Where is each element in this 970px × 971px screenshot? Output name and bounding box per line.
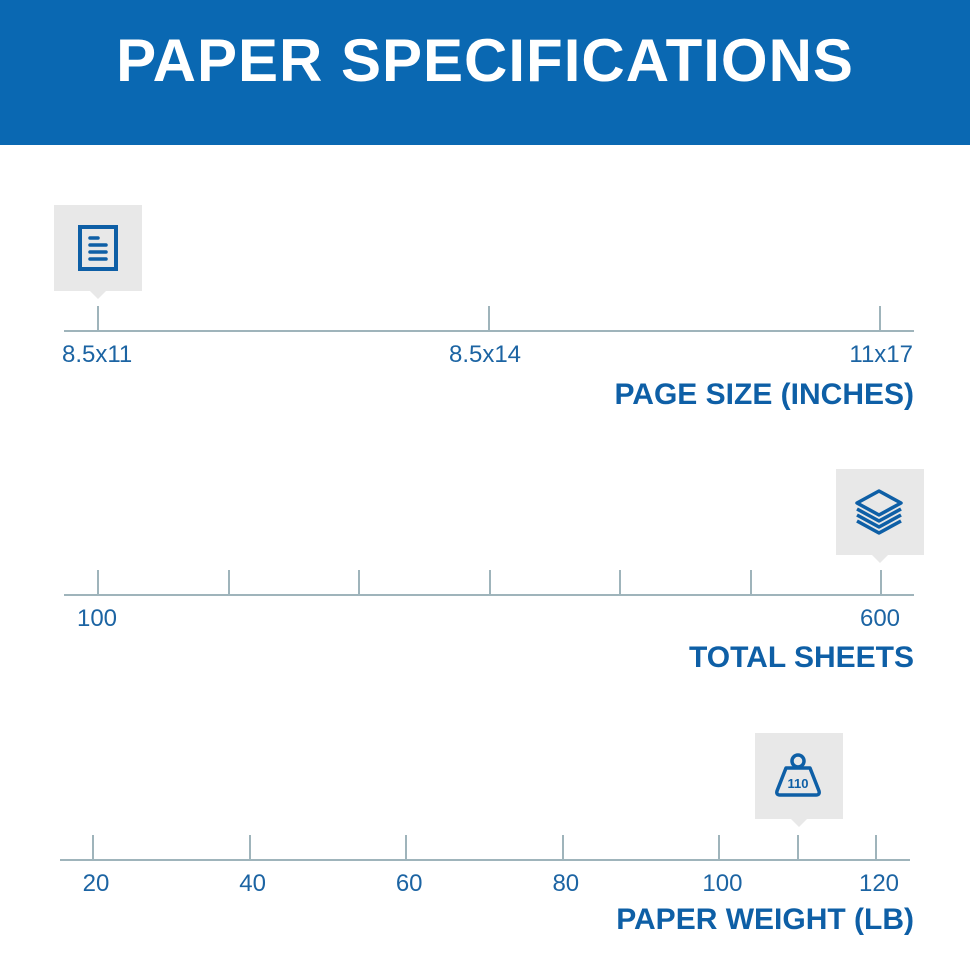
tick <box>97 570 99 595</box>
tick <box>875 835 877 860</box>
tick-label: 60 <box>395 870 423 897</box>
tick <box>619 570 621 595</box>
tick <box>718 835 721 860</box>
weight-icon: 110 <box>775 753 821 797</box>
header-banner: PAPER SPECIFICATIONS <box>0 0 970 145</box>
tick-label: 100 <box>76 605 118 632</box>
tick <box>358 570 360 595</box>
page-size-axis <box>64 330 914 332</box>
tick <box>749 570 752 595</box>
tick-label: 100 <box>702 870 743 897</box>
tick-label: 20 <box>82 870 110 897</box>
page-title: PAPER SPECIFICATIONS <box>116 27 854 94</box>
scale-title: TOTAL SHEETS <box>688 641 914 674</box>
tick <box>227 570 230 595</box>
page-size-marker <box>54 205 142 299</box>
scale-title: PAGE SIZE (INCHES) <box>614 378 914 411</box>
paper-stack-icon <box>855 489 903 535</box>
scale-title: PAPER WEIGHT (LB) <box>616 903 914 936</box>
tick <box>97 306 99 331</box>
tick <box>405 835 408 860</box>
tick <box>248 835 251 860</box>
tick <box>880 570 882 595</box>
tick <box>796 835 799 860</box>
weight-icon-label: 110 <box>788 776 809 791</box>
tick <box>488 570 491 595</box>
total-sheets-axis <box>64 594 914 596</box>
tick-label: 11x17 <box>849 341 913 368</box>
paper-weight-axis <box>60 859 910 861</box>
tick-label: 80 <box>552 870 580 897</box>
total-sheets-marker <box>836 469 924 563</box>
tick-label: 8.5x11 <box>62 341 133 368</box>
tick <box>879 306 881 331</box>
tick-label: 40 <box>239 870 266 897</box>
tick-label: 600 <box>859 605 901 632</box>
tick-label: 120 <box>858 870 900 897</box>
tick <box>561 835 564 860</box>
tick <box>488 306 490 331</box>
tick-label: 8.5x14 <box>448 341 522 368</box>
paper-weight-marker: 110 <box>755 733 843 827</box>
document-icon <box>78 225 118 271</box>
tick <box>92 835 94 860</box>
